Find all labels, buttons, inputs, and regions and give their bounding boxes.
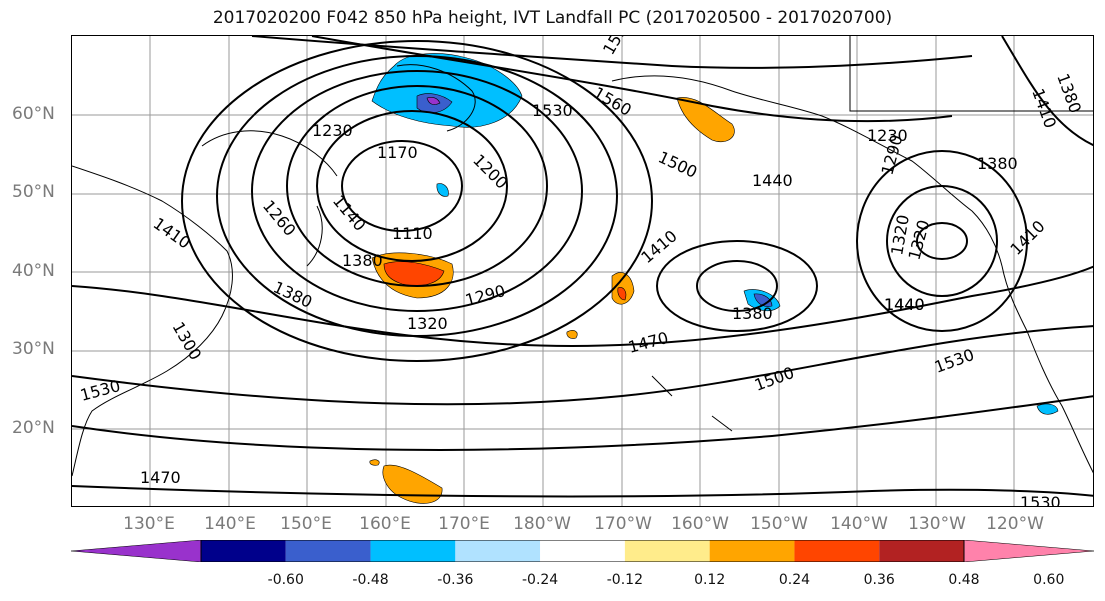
colorbar-segment bbox=[201, 540, 286, 562]
map-canvas: 1230 1170 1140 1200 1110 1260 1410 1380 … bbox=[72, 36, 1093, 507]
colorbar-tick-label: 0.12 bbox=[694, 572, 726, 588]
colorbar-segment bbox=[370, 540, 456, 562]
contour-label: 1410 bbox=[637, 226, 680, 267]
positive-anomaly-south bbox=[382, 464, 443, 504]
contour-label: 1560 bbox=[590, 83, 635, 120]
lon-label-160w: 160°W bbox=[671, 514, 729, 534]
colorbar-tick-label: 0.48 bbox=[948, 572, 980, 588]
colorbar-tick-label: -0.60 bbox=[267, 572, 304, 588]
contour-label: 1140 bbox=[329, 191, 370, 234]
contour-label: 1470 bbox=[626, 328, 670, 357]
colorbar-extend-min bbox=[70, 539, 202, 563]
contour-label: 1530 bbox=[78, 376, 122, 405]
negative-anomaly-core-inner bbox=[426, 97, 441, 105]
colorbar-segment bbox=[709, 540, 795, 562]
ivt-shading bbox=[369, 53, 1059, 504]
colorbar-tick-label: -0.48 bbox=[352, 572, 389, 588]
contour-label: 1200 bbox=[469, 150, 511, 192]
colorbar-tick-label: -0.24 bbox=[521, 572, 559, 588]
contour-label: 1590 bbox=[599, 36, 636, 58]
positive-anomaly-tiny-a bbox=[566, 330, 578, 339]
map-plot-area: 1230 1170 1140 1200 1110 1260 1410 1380 … bbox=[71, 35, 1094, 507]
contour-label: 1470 bbox=[140, 468, 181, 487]
map-title: 2017020200 F042 850 hPa height, IVT Land… bbox=[212, 8, 893, 28]
coastlines bbox=[72, 36, 1093, 477]
lon-label-150e: 150°E bbox=[280, 514, 332, 534]
lon-label-160e: 160°E bbox=[359, 514, 411, 534]
lon-label-170w: 170°W bbox=[594, 514, 652, 534]
lat-label-30n: 30°N bbox=[12, 339, 55, 359]
contour-label: 1170 bbox=[377, 143, 418, 162]
colorbar-tick-label: -0.36 bbox=[437, 572, 474, 588]
contour-label: 1530 bbox=[532, 101, 573, 120]
contour-label: 1380 bbox=[342, 251, 383, 270]
positive-anomaly-western-core bbox=[383, 261, 445, 286]
lon-label-180w: 180°W bbox=[513, 514, 571, 534]
contour-label: 1290 bbox=[463, 281, 507, 310]
positive-anomaly-tiny-b bbox=[369, 459, 380, 466]
contour-label: 1530 bbox=[932, 345, 977, 377]
lon-label-150w: 150°W bbox=[750, 514, 808, 534]
colorbar-segment bbox=[540, 540, 625, 562]
negative-anomaly-small-a bbox=[436, 183, 449, 197]
contour-label: 1530 bbox=[1020, 493, 1061, 507]
contour-label: 1410 bbox=[150, 214, 194, 253]
height-contours bbox=[72, 36, 1093, 498]
lon-label-170e: 170°E bbox=[438, 514, 490, 534]
lat-label-50n: 50°N bbox=[12, 182, 55, 202]
contour-label: 1410 bbox=[1028, 86, 1060, 131]
positive-anomaly-east-core bbox=[617, 287, 627, 301]
contour-label: 1110 bbox=[392, 224, 433, 243]
colorbar-tick-label: 0.24 bbox=[778, 572, 811, 588]
lat-label-20n: 20°N bbox=[12, 418, 55, 438]
contour-label: 1440 bbox=[752, 171, 793, 190]
contour-label: 1440 bbox=[884, 295, 925, 314]
contour-label: 1440 bbox=[884, 295, 925, 314]
contour-label: 1320 bbox=[407, 314, 448, 333]
contour-label: 1380 bbox=[1053, 71, 1085, 116]
colorbar-segment bbox=[879, 540, 964, 562]
colorbar-svg bbox=[70, 539, 1095, 563]
lon-label-140e: 140°E bbox=[204, 514, 256, 534]
negative-anomaly-mexico bbox=[1036, 403, 1059, 415]
contour-label: 1230 bbox=[867, 126, 908, 145]
lon-label-120w: 120°W bbox=[986, 514, 1044, 534]
colorbar-tick-label: 0.36 bbox=[863, 572, 895, 588]
lon-label-140w: 140°W bbox=[830, 514, 888, 534]
contour-label: 1500 bbox=[655, 147, 700, 181]
colorbar-segment bbox=[794, 540, 880, 562]
colorbar-segment bbox=[455, 540, 541, 562]
colorbar-tick-label: 0.60 bbox=[1033, 572, 1065, 588]
lat-label-60n: 60°N bbox=[12, 104, 55, 124]
colorbar-extend-max bbox=[963, 539, 1095, 563]
colorbar-segment bbox=[285, 540, 371, 562]
graticule bbox=[72, 36, 1093, 506]
contour-label: 1500 bbox=[752, 363, 797, 395]
contour-label: 1380 bbox=[977, 154, 1018, 173]
contour-label: 1410 bbox=[1006, 217, 1048, 259]
colorbar-tick-label: -0.12 bbox=[606, 572, 643, 588]
contour-label: 1230 bbox=[312, 121, 353, 140]
contour-label: 1380 bbox=[732, 304, 773, 323]
lon-label-130w: 130°W bbox=[908, 514, 966, 534]
contour-label: 1300 bbox=[169, 319, 206, 364]
colorbar-segment bbox=[624, 540, 710, 562]
lat-label-40n: 40°N bbox=[12, 261, 55, 281]
lon-label-130e: 130°E bbox=[123, 514, 175, 534]
colorbar bbox=[70, 539, 1095, 563]
